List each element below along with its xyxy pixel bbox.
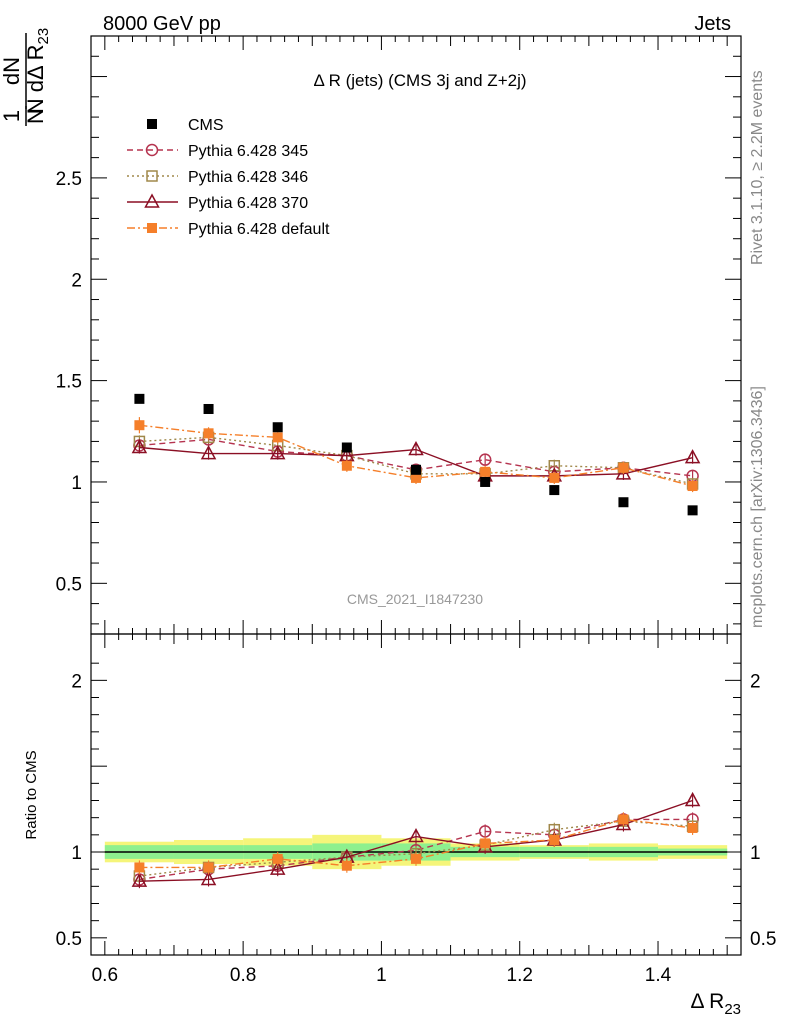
data-point-cms (618, 497, 629, 508)
data-point-pdefault (411, 472, 421, 483)
x-tick-label: 1.2 (507, 965, 533, 986)
ratio-point-pdefault (687, 822, 698, 833)
data-point-pdefault (618, 462, 629, 473)
data-point-p345 (478, 453, 492, 466)
legend-entry-cms: CMS (147, 117, 224, 134)
legend-entry-pdefault: Pythia 6.428 default (127, 221, 330, 238)
data-point-cms (272, 422, 283, 433)
ratio-line-p345 (139, 818, 693, 881)
ratio-y-tick-label-right: 1 (750, 843, 761, 864)
data-point-p370 (408, 440, 424, 456)
legend-marker-p370 (144, 193, 160, 208)
main-y-tick-label: 1 (71, 473, 82, 494)
chart-title: Δ R (jets) (CMS 3j and Z+2j) (313, 71, 526, 90)
main-y-tick-label: 2 (71, 270, 82, 291)
ylabel-one: 1 (0, 110, 24, 122)
data-point-pdefault (134, 420, 145, 431)
data-point-pdefault (480, 466, 491, 477)
ratio-ylabel: Ratio to CMS (23, 750, 40, 839)
ratio-point-p370 (200, 870, 217, 886)
ratio-point-pdefault (134, 862, 145, 873)
ratio-frame (90, 633, 742, 956)
ratio-series-pdefault (134, 812, 698, 875)
series-cms (134, 393, 698, 516)
data-point-cms (411, 464, 421, 475)
legend-label-pdefault: Pythia 6.428 default (188, 221, 330, 238)
ratio-panel: 0.5 0.5 1 1 2 2 0.6 0.8 1 1.2 1.4 Ratio to CMS Δ R… (23, 633, 776, 1018)
x-axis-label: Δ R23 (690, 990, 741, 1018)
legend-label-p345: Pythia 6.428 345 (188, 143, 308, 160)
legend-marker-p346 (146, 170, 158, 182)
data-point-p370 (200, 445, 217, 460)
ratio-y-tick-label: 1 (71, 843, 82, 864)
series-line-p345 (139, 438, 693, 477)
data-point-p370 (131, 438, 148, 454)
data-point-cms (341, 442, 352, 453)
mcplots-label: mcplots.cern.ch [arXiv:1306.3436] (749, 386, 766, 628)
ratio-point-pdefault (203, 862, 214, 873)
data-point-pdefault (341, 460, 352, 471)
data-point-cms (203, 403, 214, 414)
legend-marker-p345 (145, 143, 159, 157)
ratio-point-p370 (684, 791, 701, 807)
ratio-point-p370 (131, 872, 148, 887)
main-ylabel: 1 N (0, 106, 48, 126)
ratio-point-pdefault (341, 860, 352, 871)
legend-label-cms: CMS (188, 117, 224, 134)
ylabel-n: N (23, 108, 48, 124)
x-tick-label: 1.4 (645, 965, 672, 986)
ratio-point-pdefault (480, 838, 491, 849)
ylabel-den: N dΔ R23 (23, 28, 52, 114)
ylabel-dn: dN (0, 57, 24, 85)
rivet-label: Rivet 3.1.10, ≥ 2.2M events (749, 70, 766, 265)
series-pdefault (134, 417, 698, 493)
data-point-cms (480, 476, 491, 487)
x-tick-label: 0.6 (92, 965, 118, 986)
data-point-pdefault (272, 432, 283, 443)
data-point-cms (134, 393, 145, 404)
ratio-point-pdefault (549, 834, 560, 845)
ratio-y-tick-label-right: 0.5 (750, 929, 776, 950)
ratio-y-tick-label-right: 2 (750, 671, 761, 692)
data-point-cms (687, 505, 698, 516)
data-point-pdefault (687, 481, 698, 492)
ratio-point-p370 (269, 860, 286, 875)
header-left: 8000 GeV pp (103, 13, 221, 35)
analysis-watermark: CMS_2021_I1847230 (347, 591, 483, 607)
main-y-tick-label: 0.5 (56, 574, 82, 595)
header-right: Jets (694, 13, 731, 35)
legend-label-p346: Pythia 6.428 346 (188, 169, 308, 186)
data-point-p370 (684, 449, 701, 464)
data-point-p370 (269, 445, 286, 460)
main-y-tick-label: 1.5 (56, 372, 82, 393)
legend-marker-pdefault (147, 223, 157, 233)
data-point-pdefault (203, 428, 214, 439)
data-point-p370 (615, 465, 632, 480)
main-panel: 0.5 1 1.5 2 2.5 Δ R (jets) (CMS 3j and Z+2j)… (0, 28, 742, 635)
ratio-y-tick-label: 2 (71, 671, 82, 692)
main-ylabel-2: dN N dΔ R23 (0, 28, 52, 114)
legend-entry-p346: Pythia 6.428 346 (127, 169, 308, 186)
x-tick-label: 0.8 (230, 965, 256, 986)
ratio-point-pdefault (618, 814, 629, 825)
main-y-tick-label: 2.5 (56, 169, 82, 190)
ratio-point-p370 (408, 827, 424, 843)
ratio-point-pdefault (272, 853, 283, 864)
ratio-y-tick-label: 0.5 (56, 929, 82, 950)
legend-label-p370: Pythia 6.428 370 (188, 195, 308, 212)
legend: CMS Pythia 6.428 345 Pythia 6.428 346 Pythi… (127, 117, 330, 238)
data-point-cms (549, 485, 560, 496)
legend-entry-p345: Pythia 6.428 345 (127, 143, 308, 160)
data-point-pdefault (549, 472, 560, 483)
legend-entry-p370: Pythia 6.428 370 (127, 193, 308, 212)
ratio-point-pdefault (411, 853, 421, 864)
x-tick-label: 1 (376, 965, 387, 986)
legend-marker-cms (147, 119, 157, 129)
